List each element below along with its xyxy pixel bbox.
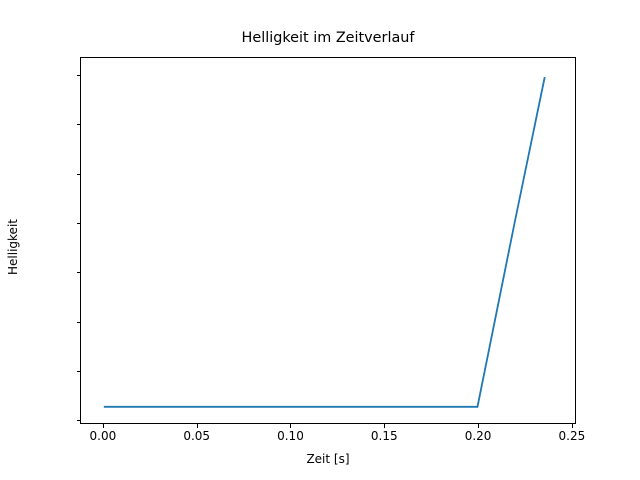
x-axis-tick-mark bbox=[102, 424, 104, 428]
x-axis-tick-mark bbox=[478, 424, 480, 428]
y-axis-tick-mark bbox=[76, 124, 80, 126]
y-axis-tick-mark bbox=[76, 420, 80, 422]
y-axis-tick-mark bbox=[76, 370, 80, 372]
x-axis-tick-mark bbox=[196, 424, 198, 428]
x-axis-tick-label: 0.10 bbox=[277, 429, 304, 443]
data-line-svg bbox=[81, 58, 575, 423]
x-axis-label: Zeit [s] bbox=[306, 452, 350, 466]
data-series-line bbox=[104, 77, 545, 407]
x-axis-tick-label: 0.25 bbox=[558, 429, 586, 443]
chart-title: Helligkeit im Zeitverlauf bbox=[241, 30, 415, 46]
y-axis-tick-mark bbox=[76, 223, 80, 224]
y-axis-tick-mark bbox=[76, 75, 80, 77]
y-axis-tick-mark bbox=[76, 173, 80, 175]
y-axis-tick-mark bbox=[76, 272, 80, 274]
x-axis-tick-label: 0.00 bbox=[89, 429, 117, 443]
y-axis-tick-mark bbox=[76, 321, 80, 323]
x-axis-tick-label: 0.15 bbox=[370, 429, 398, 443]
x-axis-tick-label: 0.05 bbox=[183, 429, 211, 443]
y-axis-label: Helligkeit bbox=[6, 219, 20, 275]
plot-area bbox=[80, 57, 576, 424]
x-axis-tick-mark bbox=[290, 424, 292, 428]
x-axis-tick-mark bbox=[384, 424, 386, 428]
x-axis-tick-label: 0.20 bbox=[464, 429, 492, 443]
x-axis-tick-mark bbox=[571, 424, 573, 428]
